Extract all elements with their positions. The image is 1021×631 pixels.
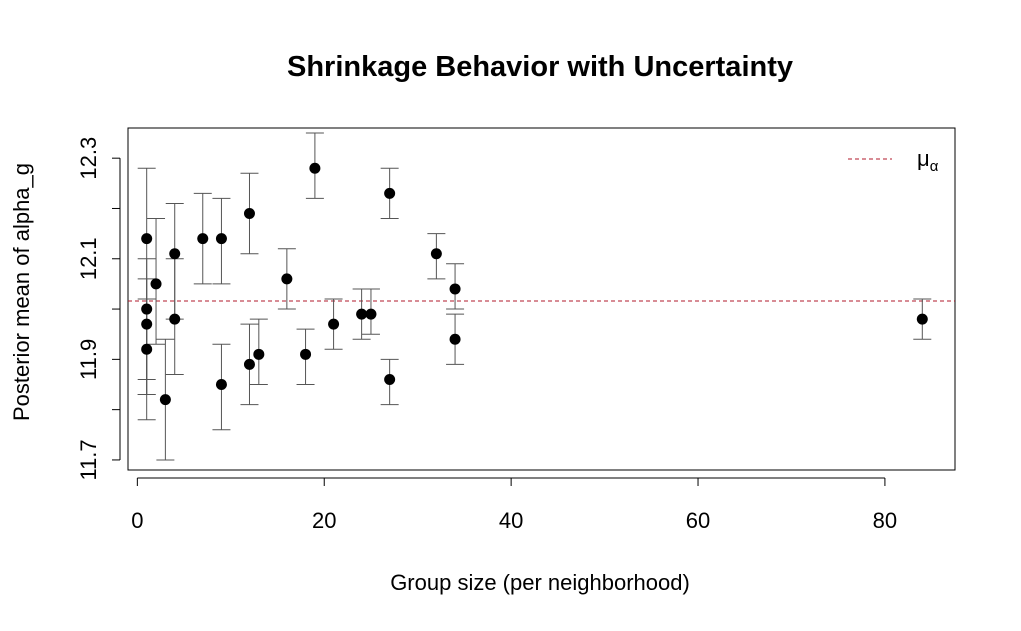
legend-label: μα: [917, 146, 939, 175]
legend-label-sub: α: [930, 158, 939, 175]
plot-frame: [127, 127, 956, 471]
x-axis: 0 20 40 60 80: [131, 477, 897, 533]
x-tick-label: 60: [686, 508, 710, 533]
data-point: [449, 333, 461, 345]
chart-title: Shrinkage Behavior with Uncertainty: [287, 51, 793, 83]
data-point: [328, 318, 340, 330]
data-points: [141, 162, 928, 406]
legend-label-main: μ: [917, 146, 930, 171]
data-point: [449, 283, 461, 295]
data-point: [150, 278, 162, 290]
y-axis: 11.7 11.9 12.1 12.3: [76, 137, 121, 481]
data-point: [141, 318, 153, 330]
y-tick-label: 11.9: [76, 339, 101, 380]
data-point: [243, 358, 255, 370]
y-tick-label: 12.1: [76, 237, 101, 280]
data-point: [916, 313, 928, 325]
data-point: [159, 394, 171, 406]
y-tick-label: 12.3: [76, 137, 101, 180]
data-point: [141, 303, 153, 315]
data-point: [197, 233, 209, 245]
data-point: [281, 273, 293, 285]
x-tick-label: 0: [131, 508, 143, 533]
data-point: [309, 162, 321, 174]
data-point: [169, 248, 181, 260]
data-point: [253, 348, 265, 360]
y-tick-label: 11.7: [76, 439, 101, 480]
data-point: [356, 308, 368, 320]
data-point: [243, 208, 255, 219]
data-point: [365, 308, 377, 320]
data-point: [384, 187, 396, 199]
data-point: [169, 313, 181, 325]
data-point: [300, 348, 312, 360]
error-bars: [137, 132, 932, 461]
x-axis-label: Group size (per neighborhood): [390, 570, 690, 595]
data-point: [141, 343, 153, 355]
data-point: [430, 248, 442, 260]
y-axis-label: Posterior mean of alpha_g: [9, 163, 34, 421]
x-tick-label: 40: [499, 508, 523, 533]
data-point: [141, 233, 153, 245]
data-point: [215, 379, 227, 390]
legend: μα: [848, 146, 939, 175]
data-point: [215, 233, 227, 245]
data-point: [384, 373, 396, 385]
x-tick-label: 80: [873, 508, 897, 533]
x-tick-label: 20: [312, 508, 336, 533]
